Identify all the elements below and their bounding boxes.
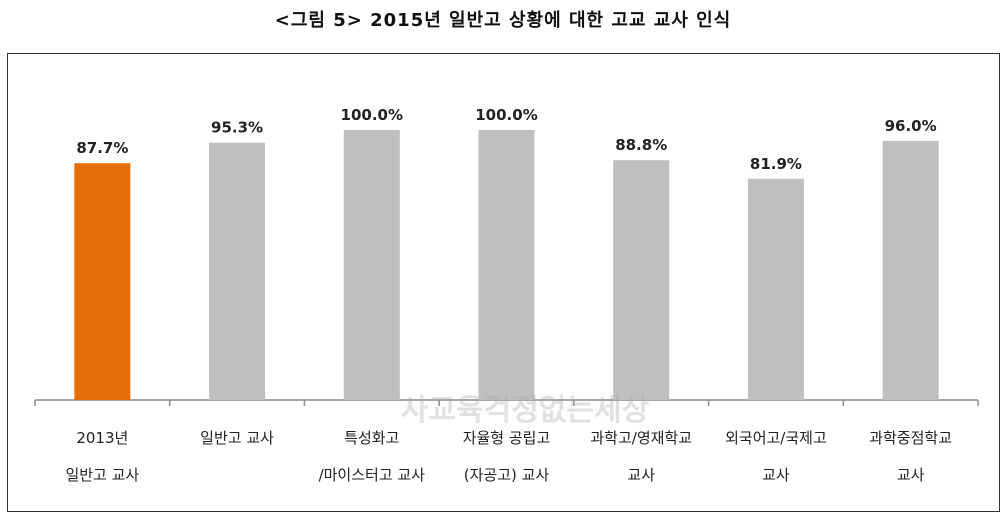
category-label: 과학고/영재학교 교사 xyxy=(590,429,693,484)
category-label: 일반고 교사 xyxy=(200,429,274,447)
bar xyxy=(343,130,400,400)
chart-title: <그림 5> 2015년 일반고 상황에 대한 고교 교사 인식 xyxy=(274,10,732,31)
chart-frame xyxy=(7,53,1000,512)
category-label: 과학중점학교 교사 xyxy=(869,429,953,484)
data-label: 95.3% xyxy=(211,119,263,137)
data-label: 81.9% xyxy=(750,155,802,173)
data-label: 88.8% xyxy=(615,136,667,154)
bar xyxy=(478,130,535,400)
category-label: 외국어고/국제고 교사 xyxy=(725,429,827,484)
data-label: 100.0% xyxy=(475,106,537,124)
category-label: 자율형 공립고 (자공고) 교사 xyxy=(462,429,551,484)
data-label: 87.7% xyxy=(76,139,128,157)
data-label: 96.0% xyxy=(885,117,937,135)
bar xyxy=(747,178,804,400)
bar xyxy=(882,140,939,401)
bar xyxy=(74,163,131,400)
bar xyxy=(209,142,266,400)
category-label: 특성화고 /마이스터고 교사 xyxy=(318,429,425,484)
bar xyxy=(613,160,670,400)
category-label: 2013년 일반고 교사 xyxy=(65,429,140,484)
data-label: 100.0% xyxy=(341,106,403,124)
